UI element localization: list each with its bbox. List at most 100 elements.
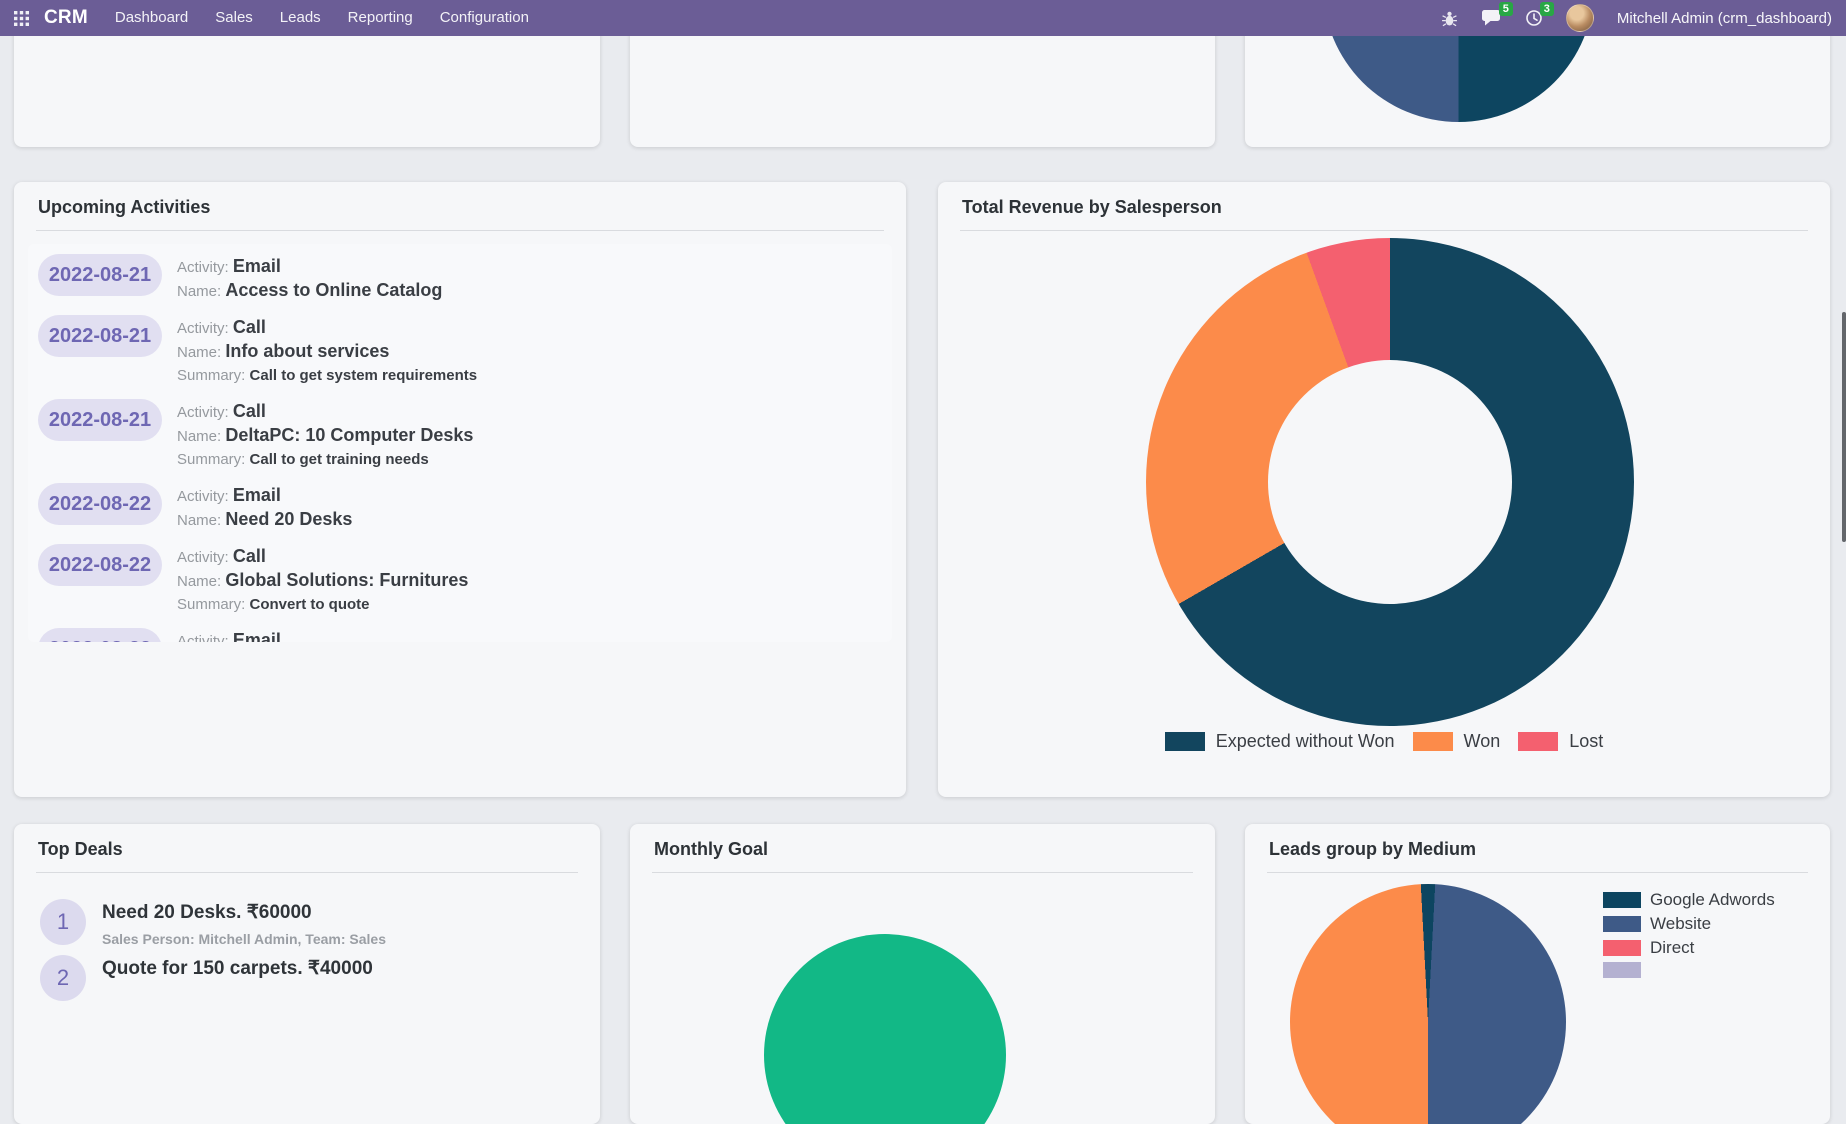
divider	[652, 872, 1193, 873]
activity-label: Activity:	[177, 549, 229, 566]
deal-list-item[interactable]: 1 Need 20 Desks. ₹60000 Sales Person: Mi…	[40, 899, 600, 947]
activity-type: Email	[232, 630, 281, 642]
deal-title: Quote for 150 carpets. ₹40000	[102, 958, 373, 979]
activity-list-item[interactable]: 2022-08-21 Activity: Call Name: DeltaPC:…	[38, 399, 882, 471]
upcoming-activities-title: Upcoming Activities	[38, 197, 211, 217]
activity-type: Call	[232, 317, 266, 337]
activity-list-item[interactable]: 2022-08-21 Activity: Call Name: Info abo…	[38, 315, 882, 387]
leads-medium-pie-chart[interactable]	[1290, 884, 1566, 1124]
messages-chat-icon[interactable]: 5	[1481, 2, 1513, 27]
legend-item-clipped[interactable]	[1603, 962, 1650, 978]
activity-name: Access to Online Catalog	[225, 280, 443, 300]
name-label: Name:	[177, 512, 222, 529]
activity-list-item-clipped[interactable]: 2022-08-22 Activity: Email	[38, 628, 882, 642]
activity-list-item[interactable]: 2022-08-21 Activity: Email Name: Access …	[38, 254, 882, 303]
divider	[36, 230, 884, 231]
user-menu[interactable]: Mitchell Admin (crm_dashboard)	[1616, 9, 1832, 27]
menu-reporting[interactable]: Reporting	[347, 9, 413, 26]
deal-title: Need 20 Desks. ₹60000	[102, 902, 312, 923]
deal-rank-badge: 2	[40, 955, 86, 1001]
activity-date-badge: 2022-08-21	[38, 254, 162, 296]
leads-medium-card: Leads group by Medium Google Adwords Web…	[1245, 824, 1830, 1124]
activity-date-badge: 2022-08-22	[38, 483, 162, 525]
legend-swatch	[1603, 962, 1641, 978]
activity-type: Call	[232, 546, 266, 566]
leads-medium-title: Leads group by Medium	[1269, 839, 1477, 859]
activity-summary: Call to get system requirements	[249, 367, 478, 384]
activity-name: Info about services	[225, 341, 390, 361]
total-revenue-title: Total Revenue by Salesperson	[962, 197, 1222, 217]
legend-swatch	[1603, 916, 1641, 932]
summary-label: Summary:	[177, 451, 246, 468]
activity-list-item[interactable]: 2022-08-22 Activity: Call Name: Global S…	[38, 544, 882, 616]
legend-item-google-adwords[interactable]: Google Adwords	[1603, 890, 1775, 910]
deal-rank-badge: 1	[40, 899, 86, 945]
top-card-2-partial	[630, 20, 1215, 147]
activity-list-item[interactable]: 2022-08-22 Activity: Email Name: Need 20…	[38, 483, 882, 532]
main-menu: Dashboard Sales Leads Reporting Configur…	[115, 0, 529, 36]
activity-label: Activity:	[177, 633, 229, 642]
summary-label: Summary:	[177, 596, 246, 613]
top-deals-card: Top Deals 1 Need 20 Desks. ₹60000 Sales …	[14, 824, 600, 1124]
user-avatar[interactable]	[1565, 4, 1594, 32]
monthly-goal-card: Monthly Goal	[630, 824, 1215, 1124]
monthly-goal-gauge-chart[interactable]	[764, 934, 1006, 1124]
activity-date-badge: 2022-08-21	[38, 315, 162, 357]
activity-label: Activity:	[177, 259, 229, 276]
messages-count-badge: 5	[1498, 2, 1513, 16]
activities-clock-icon[interactable]: 3	[1525, 2, 1554, 27]
deal-subtitle: Sales Person: Mitchell Admin, Team: Sale…	[102, 931, 386, 947]
total-revenue-card: Total Revenue by Salesperson Expected wi…	[938, 182, 1830, 797]
activity-type: Email	[232, 256, 281, 276]
activity-summary: Convert to quote	[249, 596, 370, 613]
navbar-right: 5 3 Mitchell Admin (crm_dashboard)	[1441, 2, 1846, 32]
menu-dashboard[interactable]: Dashboard	[114, 9, 189, 26]
name-label: Name:	[177, 283, 222, 300]
activity-name: Need 20 Desks	[225, 509, 353, 529]
apps-grid-icon[interactable]	[14, 10, 29, 26]
deal-list-item-clipped[interactable]: 2 Quote for 150 carpets. ₹40000	[40, 955, 600, 1001]
name-label: Name:	[177, 344, 222, 361]
legend-item-expected[interactable]: Expected without Won	[1164, 731, 1395, 752]
top-deals-title: Top Deals	[38, 839, 123, 859]
name-label: Name:	[177, 428, 222, 445]
divider	[960, 230, 1808, 231]
divider	[36, 872, 578, 873]
activity-name: Global Solutions: Furnitures	[225, 570, 469, 590]
legend-swatch	[1164, 732, 1205, 751]
legend-item-direct[interactable]: Direct	[1603, 938, 1694, 958]
legend-swatch	[1412, 732, 1453, 751]
donut-hole	[1268, 360, 1512, 604]
activity-date-badge: 2022-08-21	[38, 399, 162, 441]
vertical-scrollbar-thumb[interactable]	[1842, 312, 1846, 542]
activity-type: Call	[232, 401, 266, 421]
activity-label: Activity:	[177, 320, 229, 337]
summary-label: Summary:	[177, 367, 246, 384]
top-card-3-partial	[1245, 20, 1830, 147]
activity-date-badge: 2022-08-22	[38, 544, 162, 586]
activity-label: Activity:	[177, 488, 229, 505]
activity-name: DeltaPC: 10 Computer Desks	[225, 425, 474, 445]
monthly-goal-title: Monthly Goal	[654, 839, 768, 859]
legend-item-lost[interactable]: Lost	[1518, 731, 1603, 752]
upcoming-activities-card: Upcoming Activities 2022-08-21 Activity:…	[14, 182, 906, 797]
legend-item-won[interactable]: Won	[1412, 731, 1500, 752]
app-brand[interactable]: CRM	[44, 7, 88, 28]
divider	[1267, 872, 1808, 873]
revenue-legend: Expected without Won Won Lost	[938, 731, 1830, 752]
activity-date-badge: 2022-08-22	[38, 628, 162, 642]
upcoming-activities-list: 2022-08-21 Activity: Email Name: Access …	[28, 244, 892, 642]
legend-item-website[interactable]: Website	[1603, 914, 1711, 934]
activities-count-badge: 3	[1539, 2, 1554, 16]
activity-summary: Call to get training needs	[249, 451, 429, 468]
legend-swatch	[1603, 892, 1641, 908]
menu-configuration[interactable]: Configuration	[439, 9, 529, 26]
menu-leads[interactable]: Leads	[279, 9, 321, 26]
activity-type: Email	[232, 485, 281, 505]
debug-bug-icon[interactable]	[1441, 10, 1458, 27]
name-label: Name:	[177, 573, 222, 590]
menu-sales[interactable]: Sales	[215, 9, 253, 26]
activity-label: Activity:	[177, 404, 229, 421]
top-card-1-partial	[14, 20, 600, 147]
legend-swatch	[1518, 732, 1559, 751]
